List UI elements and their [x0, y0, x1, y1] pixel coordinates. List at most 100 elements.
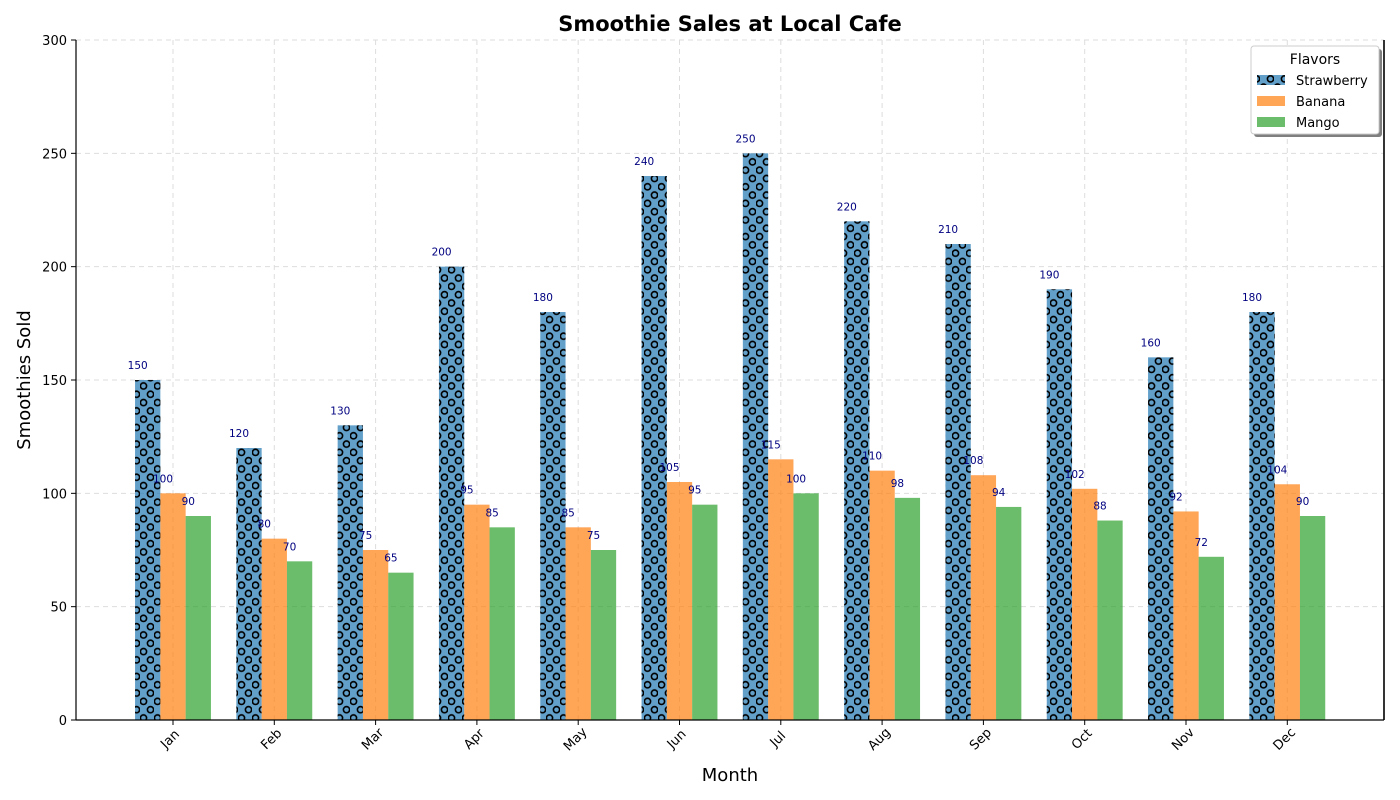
bar-mango-sep [996, 506, 1022, 720]
bars-group [135, 153, 1326, 721]
data-label-strawberry-jan: 150 [128, 360, 148, 372]
bar-mango-jan [185, 516, 211, 720]
legend-label-banana: Banana [1296, 95, 1345, 110]
y-tick-label: 300 [42, 34, 67, 49]
data-label-banana-sep: 108 [963, 455, 983, 467]
x-tick-label-dec: Dec [1271, 725, 1299, 753]
bar-mango-dec [1299, 516, 1326, 720]
data-label-strawberry-jun: 240 [634, 156, 654, 168]
y-tick-label: 50 [50, 601, 67, 616]
bar-mango-may [590, 550, 617, 720]
legend-swatch-banana [1257, 96, 1285, 106]
data-label-mango-oct: 88 [1093, 501, 1106, 513]
bar-hatch-strawberry-sep [945, 244, 971, 720]
bar-hatch-strawberry-nov [1148, 357, 1174, 720]
data-label-strawberry-apr: 200 [432, 247, 452, 259]
data-label-banana-jun: 105 [659, 462, 679, 474]
data-label-mango-dec: 90 [1296, 496, 1309, 508]
bar-mango-feb [286, 561, 313, 720]
x-tick-label-apr: Apr [461, 726, 488, 753]
legend-entries: Strawberry Banana Mango [1257, 74, 1368, 131]
data-label-banana-jul: 115 [761, 439, 781, 451]
y-tick-label: 0 [59, 714, 67, 729]
data-label-mango-jun: 95 [688, 485, 701, 497]
data-label-strawberry-mar: 130 [330, 405, 350, 417]
legend-swatch-mango [1257, 117, 1285, 127]
bar-banana-jul [768, 459, 794, 720]
legend-title: Flavors [1290, 52, 1340, 68]
bar-mango-apr [489, 527, 515, 720]
bar-mango-jun [692, 504, 718, 720]
data-label-strawberry-aug: 220 [837, 201, 857, 213]
bar-mango-jul [793, 493, 819, 720]
x-tick-label-may: May [561, 725, 591, 755]
data-label-strawberry-may: 180 [533, 292, 553, 304]
data-label-strawberry-oct: 190 [1039, 269, 1059, 281]
data-label-banana-dec: 104 [1267, 464, 1287, 476]
data-label-mango-sep: 94 [992, 487, 1006, 499]
data-label-banana-apr: 95 [460, 485, 473, 497]
x-tick-label-aug: Aug [865, 725, 894, 754]
y-tick-label: 150 [42, 374, 67, 389]
x-tick-label-oct: Oct [1069, 726, 1096, 753]
data-label-strawberry-dec: 180 [1242, 292, 1262, 304]
legend-label-mango: Mango [1296, 116, 1340, 131]
x-tick-label-feb: Feb [258, 726, 285, 753]
bar-hatch-strawberry-jan [135, 380, 161, 720]
x-tick-label-jan: Jan [157, 727, 182, 752]
x-axis-label: Month [702, 765, 758, 786]
data-label-mango-jul: 100 [786, 473, 806, 485]
data-label-banana-aug: 110 [862, 451, 882, 463]
bar-hatch-strawberry-dec [1249, 312, 1275, 720]
data-label-strawberry-jul: 250 [735, 133, 755, 145]
data-label-mango-mar: 65 [384, 553, 397, 565]
data-label-banana-may: 85 [562, 507, 575, 519]
bar-hatch-strawberry-apr [438, 266, 465, 720]
bar-mango-mar [388, 572, 414, 720]
data-label-mango-feb: 70 [283, 541, 296, 553]
bar-hatch-strawberry-jun [641, 176, 667, 720]
bar-mango-oct [1097, 520, 1123, 720]
y-tick-label: 200 [42, 261, 67, 276]
x-tick-label-mar: Mar [359, 725, 387, 753]
y-axis-label: Smoothies Sold [14, 310, 35, 450]
legend-box [1250, 45, 1380, 135]
bar-hatch-strawberry-mar [337, 425, 363, 720]
bar-banana-may [565, 527, 591, 720]
data-label-banana-jan: 100 [153, 473, 173, 485]
data-label-mango-may: 75 [587, 530, 600, 542]
legend-label-strawberry: Strawberry [1296, 74, 1368, 89]
data-label-strawberry-sep: 210 [938, 224, 958, 236]
x-tick-label-jul: Jul [767, 729, 789, 751]
legend-swatch-hatch-strawberry [1257, 75, 1285, 85]
data-label-mango-jan: 90 [182, 496, 195, 508]
x-tick-label-nov: Nov [1169, 725, 1198, 754]
bar-banana-jun [666, 482, 693, 720]
bar-mango-nov [1198, 556, 1224, 720]
bar-hatch-strawberry-jul [742, 153, 769, 721]
bar-hatch-strawberry-may [540, 312, 566, 720]
legend: Flavors Strawberry Banana Mango [1250, 45, 1382, 137]
bar-banana-nov [1173, 511, 1199, 720]
data-label-strawberry-feb: 120 [229, 428, 249, 440]
data-label-banana-nov: 92 [1169, 491, 1182, 503]
bar-hatch-strawberry-feb [236, 448, 262, 720]
bar-banana-sep [970, 475, 997, 720]
y-tick-label: 250 [42, 147, 67, 162]
x-tick-label-sep: Sep [967, 726, 995, 754]
data-label-mango-aug: 98 [891, 478, 904, 490]
data-label-banana-oct: 102 [1065, 469, 1085, 481]
bar-banana-mar [362, 550, 389, 720]
data-label-mango-apr: 85 [486, 507, 499, 519]
bar-hatch-strawberry-aug [844, 221, 870, 721]
y-tick-label: 100 [42, 487, 67, 502]
data-label-mango-nov: 72 [1195, 537, 1208, 549]
bar-banana-jan [160, 493, 186, 720]
data-labels-group: 150 120 130 200 180 240 250 220 210 190 160 180 100 8… [128, 133, 1310, 564]
bar-banana-feb [261, 538, 287, 720]
data-label-strawberry-nov: 160 [1141, 337, 1161, 349]
bar-banana-oct [1072, 488, 1098, 720]
data-label-banana-mar: 75 [359, 530, 372, 542]
